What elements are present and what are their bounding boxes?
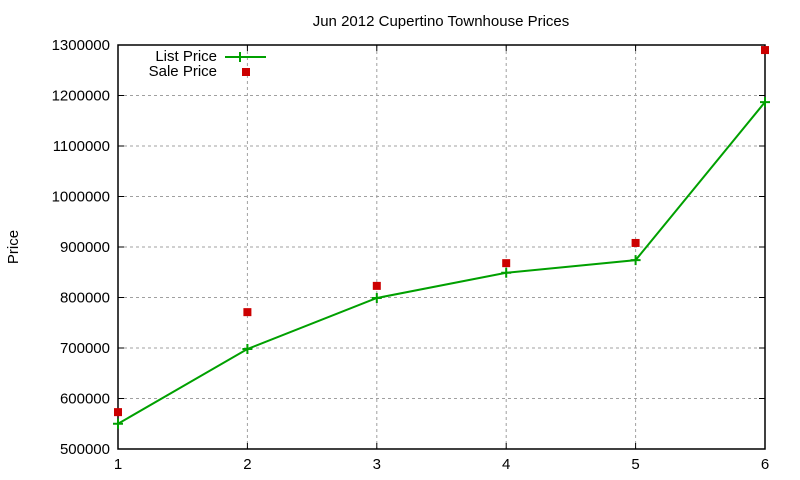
data-point-square [372, 281, 381, 290]
y-tick-label: 1200000 [52, 88, 110, 105]
x-tick-label: 6 [761, 456, 769, 473]
gridlines [118, 45, 765, 449]
data-point-cross [371, 293, 382, 304]
y-tick-label: 600000 [60, 391, 110, 408]
y-tick-label: 900000 [60, 239, 110, 256]
x-axis-ticks: 1 2 3 4 5 6 [114, 45, 769, 473]
y-tick-label: 500000 [60, 441, 110, 458]
y-tick-label: 1100000 [53, 138, 110, 155]
legend-label-sale-price: Sale Price [149, 63, 217, 80]
series-line-list-price [117, 101, 766, 425]
legend: List Price Sale Price [149, 48, 266, 80]
y-tick-label: 1300000 [52, 37, 110, 54]
data-point-cross [113, 418, 123, 429]
x-tick-label: 1 [114, 456, 122, 473]
y-axis-label: Price [5, 230, 22, 264]
x-tick-label: 3 [373, 456, 381, 473]
x-tick-label: 4 [502, 456, 510, 473]
data-point-square [631, 238, 640, 247]
data-point-square [502, 259, 511, 268]
y-tick-label: 700000 [60, 340, 110, 357]
data-point-cross [242, 344, 253, 355]
legend-square-icon [242, 68, 250, 76]
legend-label-list-price: List Price [155, 48, 217, 65]
x-tick-label: 5 [631, 456, 639, 473]
data-point-cross [501, 267, 512, 278]
data-point-cross [760, 97, 770, 108]
y-axis-ticks: 500000 600000 700000 800000 900000 1000000 110… [52, 37, 765, 458]
plot-frame [117, 44, 766, 450]
data-point-square [114, 408, 122, 417]
legend-cross-icon [235, 52, 245, 62]
data-point-square [243, 308, 252, 317]
x-tick-label: 2 [243, 456, 251, 473]
y-tick-label: 800000 [60, 290, 110, 307]
y-tick-label: 1000000 [52, 189, 110, 206]
data-point-square [761, 46, 769, 55]
data-series [113, 46, 770, 429]
chart-title: Jun 2012 Cupertino Townhouse Prices [313, 13, 570, 30]
data-point-cross [630, 255, 641, 266]
